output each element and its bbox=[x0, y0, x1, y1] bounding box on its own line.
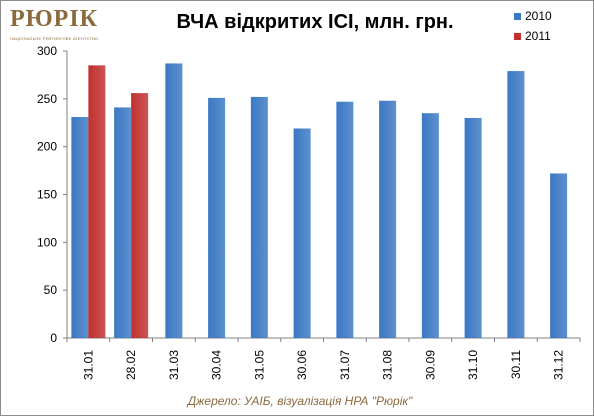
x-tick-label: 31.08 bbox=[381, 350, 395, 380]
bar-2010-28.02 bbox=[114, 107, 132, 339]
logo-text: РЮРІК bbox=[10, 6, 99, 32]
y-tick-label: 300 bbox=[37, 44, 57, 58]
x-tick-label: 31.05 bbox=[252, 350, 266, 380]
logo-tagline: НАЦІОНАЛЬНЕ РЕЙТИНГОВЕ АГЕНТСТВО bbox=[10, 36, 99, 41]
bar-2010-31.12 bbox=[550, 173, 568, 338]
bar-2010-30.11 bbox=[507, 71, 525, 338]
source-note: Джерело: УАІБ, візуалізація НРА "Рюрік" bbox=[187, 394, 413, 408]
x-tick-label: 31.07 bbox=[338, 350, 352, 380]
legend-item-2011: 2011 bbox=[514, 26, 552, 46]
bar-2011-28.02 bbox=[131, 93, 149, 339]
x-tick-label: 31.01 bbox=[81, 350, 95, 380]
x-tick-label: 30.09 bbox=[423, 350, 437, 380]
y-tick-label: 50 bbox=[44, 283, 58, 297]
y-tick-label: 0 bbox=[50, 331, 57, 345]
bar-2010-30.09 bbox=[421, 113, 439, 338]
legend: 2010 2011 bbox=[514, 6, 552, 46]
bar-2011-31.01 bbox=[88, 65, 106, 338]
bar-2010-31.01 bbox=[71, 117, 89, 338]
x-tick-label: 30.04 bbox=[210, 350, 224, 380]
y-tick-label: 250 bbox=[37, 92, 57, 106]
y-tick-label: 100 bbox=[37, 235, 57, 249]
x-tick-label: 28.02 bbox=[124, 350, 138, 380]
bar-2010-31.08 bbox=[379, 100, 397, 338]
bar-2010-30.06 bbox=[293, 128, 311, 338]
bar-2010-31.10 bbox=[464, 117, 482, 338]
bar-2010-31.03 bbox=[165, 63, 183, 338]
legend-label-2011: 2011 bbox=[525, 29, 551, 43]
bar-2010-31.07 bbox=[336, 101, 354, 338]
x-tick-label: 30.06 bbox=[295, 350, 309, 380]
x-tick-label: 31.03 bbox=[167, 350, 181, 380]
legend-item-2010: 2010 bbox=[514, 6, 552, 26]
y-tick-label: 150 bbox=[37, 188, 57, 202]
y-tick-label: 200 bbox=[37, 140, 57, 154]
bar-2010-30.04 bbox=[208, 97, 226, 338]
legend-swatch-2011 bbox=[514, 32, 521, 40]
x-tick-label: 30.11 bbox=[509, 350, 523, 379]
x-tick-label: 31.12 bbox=[552, 350, 566, 380]
x-tick-label: 31.10 bbox=[466, 350, 480, 380]
bar-2010-31.05 bbox=[250, 96, 268, 338]
legend-label-2010: 2010 bbox=[525, 9, 552, 23]
legend-swatch-2010 bbox=[514, 12, 521, 20]
chart-title: ВЧА відкритих ІСІ, млн. грн. bbox=[176, 11, 454, 33]
